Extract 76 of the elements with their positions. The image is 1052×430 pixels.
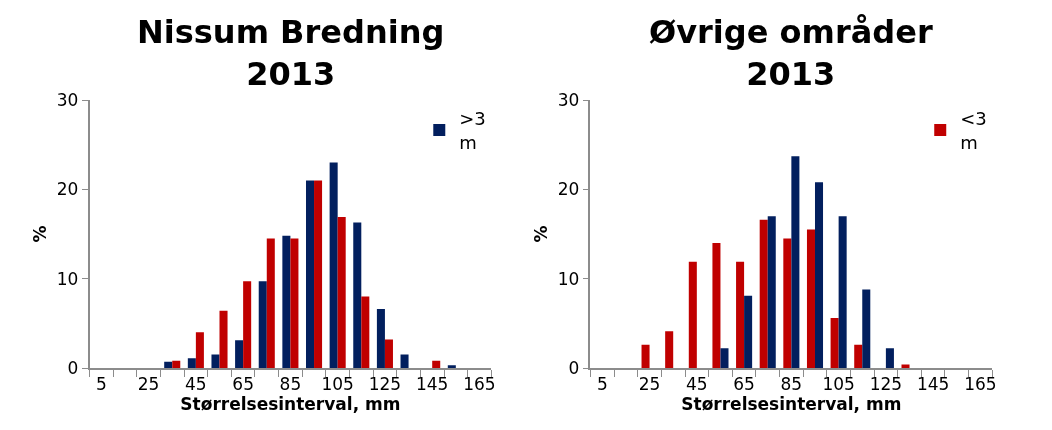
x-axis-title: Størrelsesinterval, mm (180, 394, 401, 415)
x-tick-label: 145 (916, 374, 950, 395)
x-tick-label: 5 (596, 374, 608, 395)
bar (211, 354, 220, 368)
bar (195, 332, 204, 368)
x-tick-label: 45 (686, 374, 708, 395)
bar (306, 180, 315, 368)
bar (258, 281, 267, 368)
legend-label: <3 m (960, 108, 987, 153)
x-tick-label: 105 (321, 374, 354, 395)
y-axis-title: % (530, 225, 551, 243)
x-tick-label: 125 (368, 374, 402, 395)
bar (235, 340, 244, 368)
bar (806, 229, 815, 368)
x-axis-title: Størrelsesinterval, mm (681, 394, 902, 415)
bar (744, 295, 753, 368)
y-tick-label: 30 (56, 89, 79, 110)
x-tick-label: 85 (780, 374, 803, 395)
bar (665, 331, 674, 368)
bar (838, 216, 847, 368)
bar (282, 235, 291, 368)
x-tick-label: 25 (638, 374, 661, 395)
y-tick-label: 20 (557, 179, 580, 200)
bar (759, 219, 768, 368)
y-tick-label: 30 (557, 89, 580, 110)
bar (172, 360, 181, 368)
y-axis-title: % (29, 225, 50, 243)
chart-title: Øvrige områder 2013 (649, 13, 933, 93)
x-tick-label: 45 (185, 374, 207, 395)
bar (353, 222, 362, 368)
bar (830, 317, 839, 368)
y-tick-label: 10 (557, 268, 580, 289)
bar (854, 344, 863, 368)
y-tick-label: 10 (56, 268, 79, 289)
bar (885, 348, 894, 368)
bar (337, 217, 346, 368)
bar (290, 238, 299, 368)
bar (901, 364, 910, 368)
y-tick-label: 20 (56, 179, 79, 200)
bar (329, 162, 338, 368)
bar (767, 216, 776, 368)
bar (164, 361, 173, 368)
bar (720, 348, 729, 368)
bar (783, 238, 792, 368)
x-tick-label: 85 (279, 374, 302, 395)
bar (641, 344, 650, 368)
bar (862, 289, 871, 368)
bar (243, 281, 252, 368)
bar (187, 358, 196, 368)
bar (266, 238, 275, 368)
bar (400, 354, 409, 368)
x-tick-label: 125 (869, 374, 903, 395)
bar (688, 261, 697, 368)
bar (314, 180, 323, 368)
bar (736, 261, 745, 368)
x-tick-label: 165 (964, 374, 997, 395)
bar (376, 309, 385, 368)
bar (361, 296, 370, 368)
bar (712, 242, 721, 368)
y-tick-label: 0 (568, 357, 580, 378)
bar (791, 156, 800, 368)
bar (814, 182, 824, 368)
x-tick-label: 165 (463, 374, 496, 395)
x-tick-label: 65 (232, 374, 254, 395)
x-tick-label: 25 (137, 374, 160, 395)
x-tick-label: 145 (415, 374, 449, 395)
bar (384, 339, 393, 368)
bar (219, 310, 228, 368)
chart-title: Nissum Bredning 2013 (137, 13, 445, 93)
legend-label: >3 m (459, 108, 486, 153)
y-tick-label: 0 (67, 357, 79, 378)
x-tick-label: 5 (95, 374, 107, 395)
x-tick-label: 105 (822, 374, 855, 395)
bar (447, 365, 456, 368)
bar (432, 360, 441, 368)
x-tick-label: 65 (733, 374, 755, 395)
